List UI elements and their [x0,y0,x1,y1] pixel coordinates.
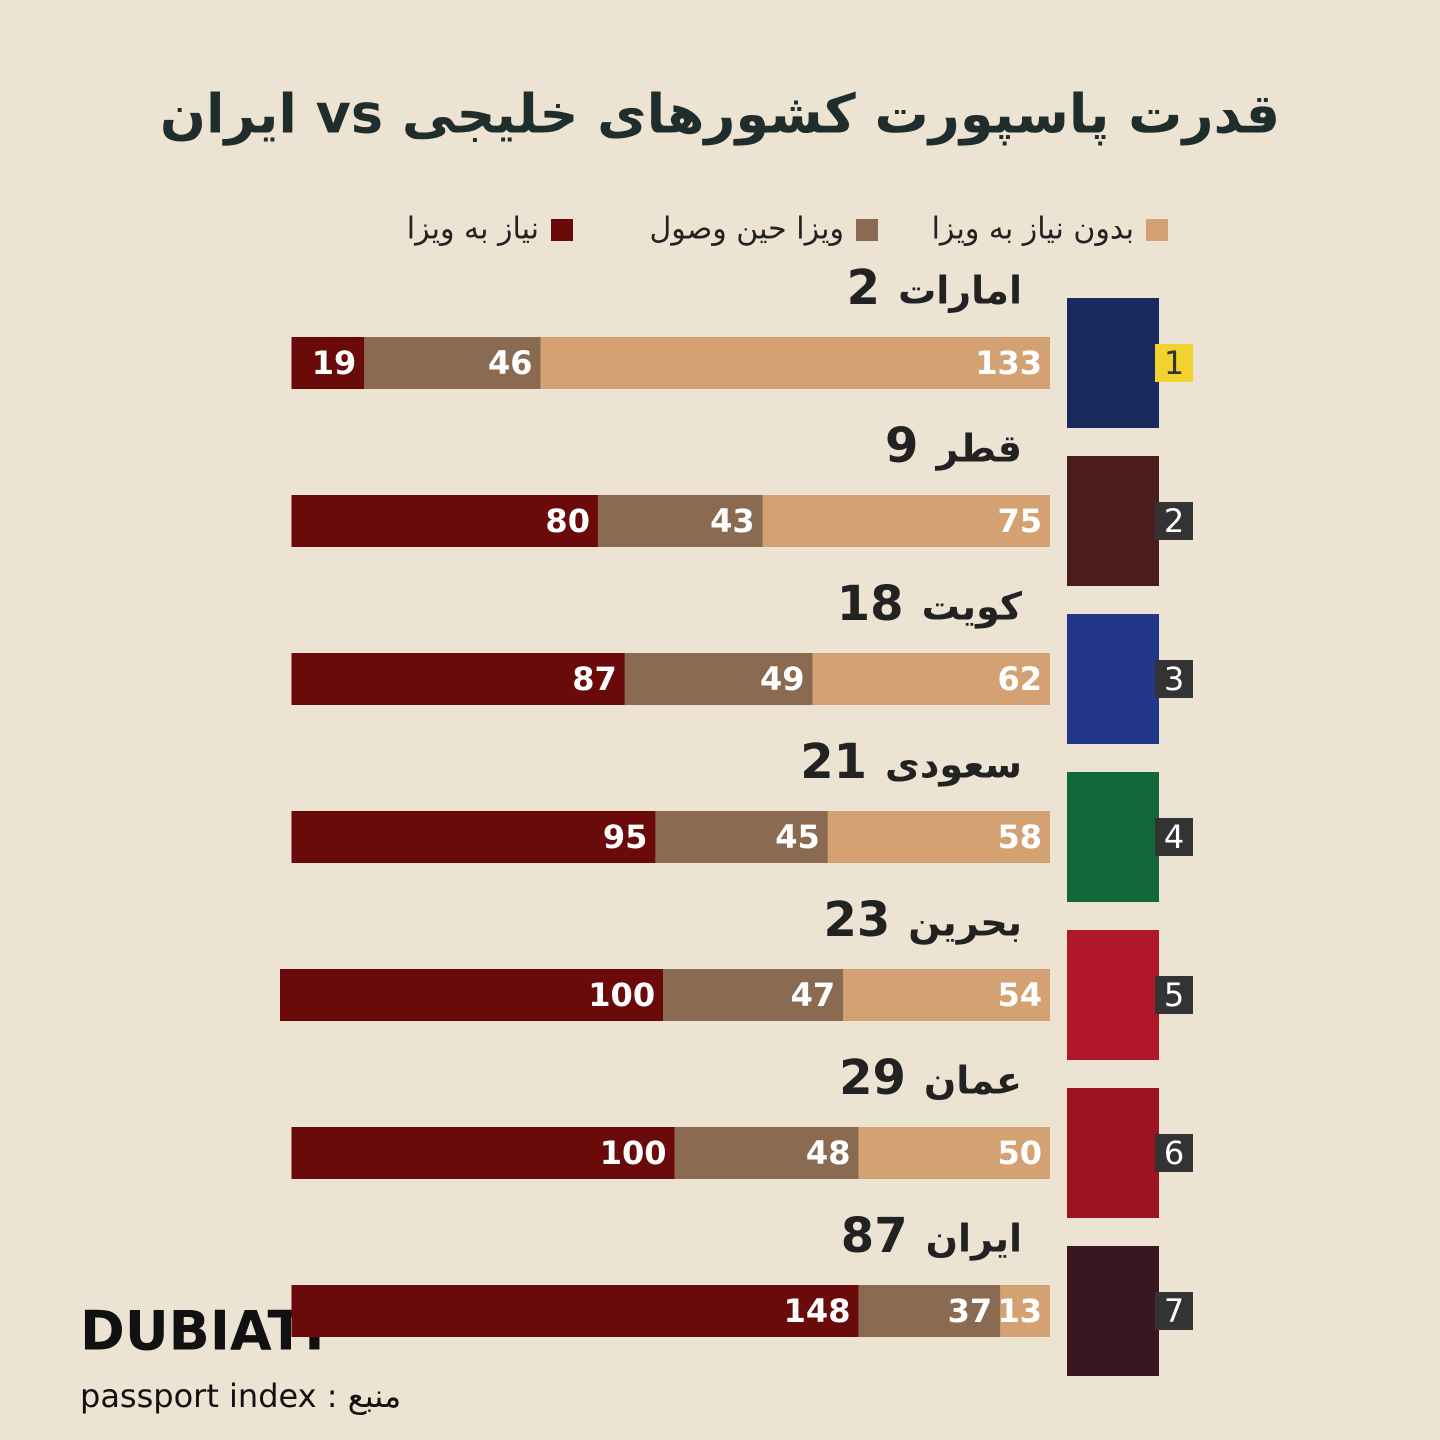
category-label: امارات [898,269,1022,313]
bar-segment [655,811,828,863]
value-label: 43 [710,502,755,540]
position-box [1155,344,1193,382]
value-label: 54 [997,976,1042,1014]
bar-segment [843,969,1050,1021]
value-label: 133 [975,344,1042,382]
category-label: ایران [926,1217,1022,1261]
position-box [1155,1134,1193,1172]
bar-segment [624,653,813,705]
category-label: قطر [934,427,1022,471]
bar-segment [663,969,844,1021]
passport [1067,1088,1159,1218]
legend-label: بدون نیاز به ویزا [932,212,1134,247]
bar-segment [291,1127,675,1179]
bar-segment [827,811,1050,863]
legend-swatch [1146,219,1168,241]
bar-segment [762,495,1050,547]
rank-label: 87 [841,1208,908,1264]
passport [1067,456,1159,586]
value-label: 87 [572,660,617,698]
rank-label: 21 [800,734,867,790]
position-label: 5 [1164,976,1184,1014]
bar-segment [291,1285,859,1337]
position-box [1155,502,1193,540]
bar-segment [540,337,1050,389]
position-label: 6 [1164,1134,1184,1172]
position-box [1155,818,1193,856]
bar-segment [812,653,1050,705]
position-label: 3 [1164,660,1184,698]
position-box [1155,1292,1193,1330]
position-label: 1 [1164,344,1184,382]
source: منبع : passport index [80,1377,401,1415]
logo: DUBIATI [80,1300,324,1363]
rank-label: 29 [839,1050,906,1106]
passport [1067,772,1159,902]
bar-segment [291,811,656,863]
bar-segment [280,969,664,1021]
rank-label: 23 [823,892,890,948]
bar-segment [291,653,625,705]
position-label: 2 [1164,502,1184,540]
value-label: 49 [760,660,805,698]
passport [1067,298,1159,428]
value-label: 75 [997,502,1042,540]
value-label: 37 [948,1292,993,1330]
category-label: کویت [922,585,1023,629]
legend-label: ویزا حین وصول [650,212,845,247]
bar-segment [858,1127,1050,1179]
category-label: بحرین [908,901,1022,945]
value-label: 62 [997,660,1042,698]
value-label: 100 [588,976,655,1014]
value-label: 48 [806,1134,851,1172]
chart-title: قدرت پاسپورت کشورهای خلیجی vs ایران [160,83,1280,146]
position-label: 4 [1164,818,1184,856]
rank-label: 2 [847,260,880,316]
value-label: 100 [600,1134,667,1172]
position-box [1155,976,1193,1014]
value-label: 19 [312,344,357,382]
passport [1067,930,1159,1060]
legend-label: نیاز به ویزا [407,212,539,247]
bar-segment [364,337,541,389]
bar-segment [291,495,598,547]
value-label: 80 [545,502,590,540]
legend-swatch [551,219,573,241]
bar-segment [1000,1285,1050,1337]
legend-swatch [856,219,878,241]
value-label: 148 [784,1292,851,1330]
category-label: عمان [924,1059,1022,1103]
bar-segment [597,495,763,547]
value-label: 45 [775,818,820,856]
value-label: 58 [997,818,1042,856]
passport [1067,614,1159,744]
value-label: 13 [997,1292,1042,1330]
value-label: 50 [997,1134,1042,1172]
bar-segment [858,1285,1001,1337]
passport [1067,1246,1159,1376]
bar-segment [291,337,365,389]
bar-segment [674,1127,859,1179]
category-label: سعودی [885,743,1022,787]
position-box [1155,660,1193,698]
value-label: 47 [791,976,836,1014]
value-label: 95 [603,818,648,856]
rank-label: 18 [837,576,904,632]
value-label: 46 [488,344,533,382]
position-label: 7 [1164,1292,1184,1330]
rank-label: 9 [885,418,918,474]
